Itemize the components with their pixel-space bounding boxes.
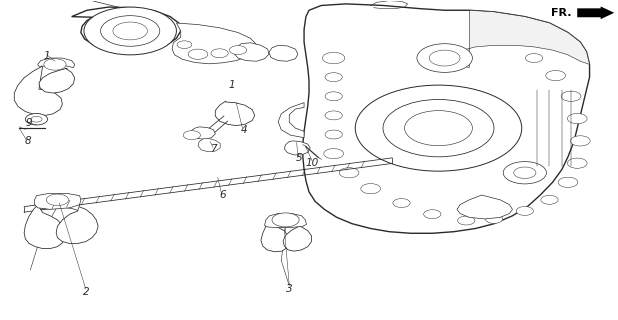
Circle shape <box>272 213 299 227</box>
Polygon shape <box>198 138 220 152</box>
Text: 8: 8 <box>25 136 32 146</box>
Circle shape <box>525 53 543 62</box>
Circle shape <box>558 177 578 188</box>
Polygon shape <box>38 58 75 68</box>
Text: 9: 9 <box>25 118 32 128</box>
Circle shape <box>383 100 494 157</box>
Circle shape <box>570 136 590 146</box>
Polygon shape <box>215 101 255 125</box>
Circle shape <box>325 130 342 139</box>
Polygon shape <box>303 4 590 233</box>
Circle shape <box>561 91 581 101</box>
Polygon shape <box>14 66 62 116</box>
Circle shape <box>188 49 208 59</box>
Polygon shape <box>56 206 98 244</box>
FancyArrow shape <box>577 6 614 19</box>
Polygon shape <box>283 226 311 251</box>
Text: 1: 1 <box>44 52 50 61</box>
Polygon shape <box>278 103 304 138</box>
Circle shape <box>229 46 247 54</box>
Circle shape <box>44 59 66 70</box>
Circle shape <box>503 162 546 184</box>
Circle shape <box>567 114 587 124</box>
Circle shape <box>25 114 48 125</box>
Circle shape <box>516 206 533 215</box>
Circle shape <box>84 7 176 55</box>
Polygon shape <box>234 43 269 61</box>
Text: FR.: FR. <box>551 8 571 18</box>
Circle shape <box>546 70 565 81</box>
Polygon shape <box>172 23 256 64</box>
Text: 2: 2 <box>82 287 89 297</box>
Circle shape <box>177 41 192 49</box>
Circle shape <box>430 50 460 66</box>
Polygon shape <box>457 10 590 68</box>
Text: 3: 3 <box>286 284 292 294</box>
Circle shape <box>567 158 587 168</box>
Circle shape <box>339 168 359 178</box>
Circle shape <box>46 194 69 205</box>
Polygon shape <box>190 127 215 139</box>
Circle shape <box>514 167 536 179</box>
Circle shape <box>457 216 475 225</box>
Circle shape <box>424 210 441 219</box>
Circle shape <box>113 22 148 40</box>
Polygon shape <box>39 68 75 93</box>
Polygon shape <box>269 45 298 61</box>
Text: 7: 7 <box>210 144 217 154</box>
Text: 5: 5 <box>296 153 302 164</box>
Polygon shape <box>35 194 81 209</box>
Circle shape <box>325 92 342 101</box>
Circle shape <box>393 198 410 207</box>
Polygon shape <box>457 195 512 219</box>
Text: 10: 10 <box>305 158 319 168</box>
Circle shape <box>417 44 472 72</box>
Polygon shape <box>72 7 180 52</box>
Circle shape <box>211 49 228 58</box>
Text: 1: 1 <box>229 80 235 90</box>
Circle shape <box>323 52 345 64</box>
Polygon shape <box>265 213 307 228</box>
Circle shape <box>485 214 502 223</box>
Circle shape <box>325 111 342 120</box>
Polygon shape <box>284 141 310 155</box>
Circle shape <box>183 131 200 140</box>
Circle shape <box>355 85 522 171</box>
Polygon shape <box>261 224 289 252</box>
Circle shape <box>324 148 344 159</box>
Circle shape <box>405 111 472 146</box>
Polygon shape <box>38 200 80 210</box>
Circle shape <box>325 73 342 82</box>
Text: 4: 4 <box>241 125 248 135</box>
Text: 6: 6 <box>219 190 226 200</box>
Circle shape <box>541 196 558 204</box>
Polygon shape <box>24 204 65 249</box>
Circle shape <box>31 116 42 122</box>
Circle shape <box>361 184 381 194</box>
Circle shape <box>101 16 160 46</box>
